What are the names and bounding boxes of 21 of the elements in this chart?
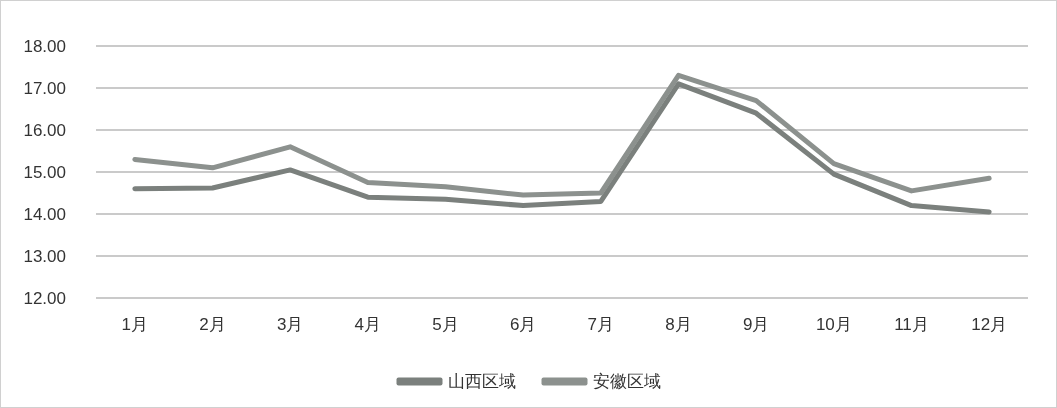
legend-label: 安徽区域 — [592, 372, 661, 391]
x-tick-label: 9月 — [742, 315, 770, 334]
x-tick-label: 8月 — [665, 315, 692, 334]
y-tick-label: 17.00 — [23, 78, 66, 98]
y-tick-label: 13.00 — [23, 246, 66, 266]
legend-label: 山西区域 — [447, 372, 516, 391]
x-tick-label: 10月 — [815, 315, 852, 334]
y-tick-label: 14.00 — [23, 204, 66, 224]
y-tick-label: 12.00 — [23, 288, 66, 308]
x-tick-label: 4月 — [354, 315, 382, 334]
y-tick-label: 18.00 — [23, 36, 66, 56]
x-tick-label: 6月 — [509, 315, 537, 334]
x-tick-label: 7月 — [587, 315, 615, 334]
x-tick-label: 3月 — [276, 315, 304, 334]
x-tick-label: 5月 — [432, 315, 459, 334]
x-tick-label: 12月 — [971, 315, 1008, 334]
y-tick-label: 16.00 — [23, 120, 66, 140]
y-tick-label: 15.00 — [23, 162, 66, 182]
x-tick-label: 1月 — [121, 315, 149, 334]
x-tick-label: 11月 — [894, 315, 929, 334]
x-tick-label: 2月 — [199, 315, 226, 334]
